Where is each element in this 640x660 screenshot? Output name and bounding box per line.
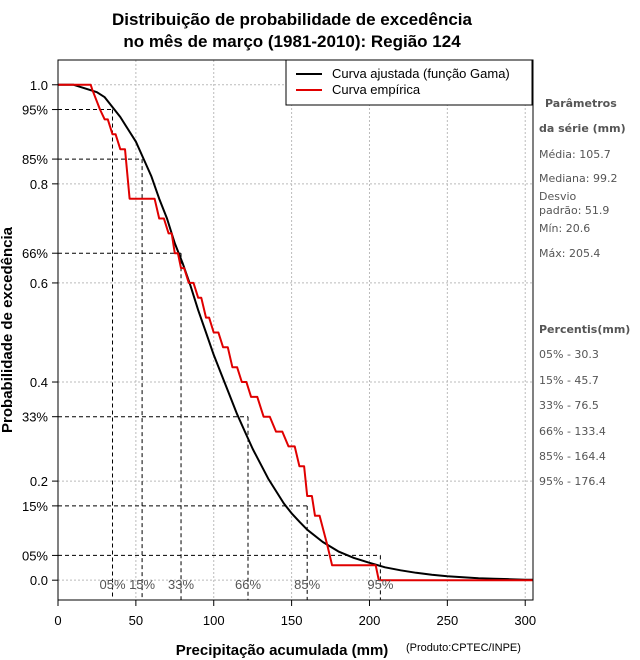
y-tick-label: 0.8 — [30, 177, 48, 192]
x-tick-label: 250 — [436, 613, 458, 628]
x-axis-ticks: 0 50 100 150 200 250 300 — [54, 600, 536, 628]
percentil-95: 95% - 176.4 — [539, 475, 606, 488]
y-tick-label: 0.0 — [30, 573, 48, 588]
y-axis-label: Probabilidade de excedência — [0, 226, 16, 433]
x-tick-label: 0 — [54, 613, 61, 628]
y-tick-label: 0.4 — [30, 375, 48, 390]
y-axis-ticks: 0.0 0.2 0.4 0.6 0.8 1.0 — [30, 78, 58, 588]
param-max: Máx: 205.4 — [539, 247, 600, 260]
x-tick-label: 300 — [514, 613, 536, 628]
chart-title-line2: no mês de março (1981-2010): Região 124 — [123, 32, 461, 51]
y-tick-label: 0.6 — [30, 276, 48, 291]
side-panel: Parâmetros da série (mm) Média: 105.7 Me… — [539, 97, 630, 488]
y-tick-label: 0.2 — [30, 474, 48, 489]
percentis-heading: Percentis(mm) — [539, 323, 630, 336]
param-desvio-2: padrão: 51.9 — [539, 204, 609, 217]
params-heading-2: da série (mm) — [539, 122, 626, 135]
param-min: Mín: 20.6 — [539, 222, 590, 235]
x-tick-label: 50 — [129, 613, 143, 628]
y-percentile-label: 85% — [22, 152, 48, 167]
credit-label: (Produto:CPTEC/INPE) — [406, 642, 521, 654]
percentil-05: 05% - 30.3 — [539, 348, 599, 361]
percentil-85: 85% - 164.4 — [539, 450, 606, 463]
y-percentile-label: 33% — [22, 410, 48, 425]
percentil-33: 33% - 76.5 — [539, 399, 599, 412]
x-percentile-label: 66% — [235, 577, 261, 592]
empirical-curve — [58, 83, 533, 582]
y-percentile-label: 05% — [22, 548, 48, 563]
x-tick-label: 100 — [203, 613, 225, 628]
series-lines — [58, 83, 533, 582]
x-percentile-label: 85% — [294, 577, 320, 592]
percentil-15: 15% - 45.7 — [539, 374, 599, 387]
x-percentile-label: 95% — [367, 577, 393, 592]
legend-box — [285, 59, 533, 106]
x-axis-label: Precipitação acumulada (mm) — [176, 642, 389, 659]
x-tick-label: 200 — [359, 613, 381, 628]
percentile-reference-lines — [58, 109, 381, 600]
y-percentile-label: 95% — [22, 103, 48, 118]
y-tick-label: 1.0 — [30, 78, 48, 93]
params-heading-1: Parâmetros — [545, 97, 617, 110]
grid-lines — [57, 60, 533, 600]
y-percentile-label: 15% — [22, 499, 48, 514]
y-percentile-label: 66% — [22, 246, 48, 261]
param-desvio-1: Desvio — [539, 190, 577, 203]
param-mediana: Mediana: 99.2 — [539, 172, 617, 185]
plot-frame — [57, 59, 534, 601]
legend-label-empirical: Curva empírica — [332, 82, 421, 97]
param-media: Média: 105.7 — [539, 148, 611, 161]
fitted-gamma-curve — [58, 83, 533, 581]
x-percentile-label: 33% — [168, 577, 194, 592]
chart-title-line1: Distribuição de probabilidade de excedên… — [112, 10, 472, 29]
x-tick-label: 150 — [281, 613, 303, 628]
x-percentile-label: 05% — [99, 577, 125, 592]
legend-label-fitted: Curva ajustada (função Gama) — [332, 66, 510, 81]
percentil-66: 66% - 133.4 — [539, 425, 606, 438]
percentile-labels: 95% 05% 85% 15% 66% 33% 33% 66% 15% 85% 05% 95% — [22, 103, 394, 593]
legend: Curva ajustada (função Gama) Curva empír… — [285, 59, 533, 106]
x-percentile-label: 15% — [129, 577, 155, 592]
